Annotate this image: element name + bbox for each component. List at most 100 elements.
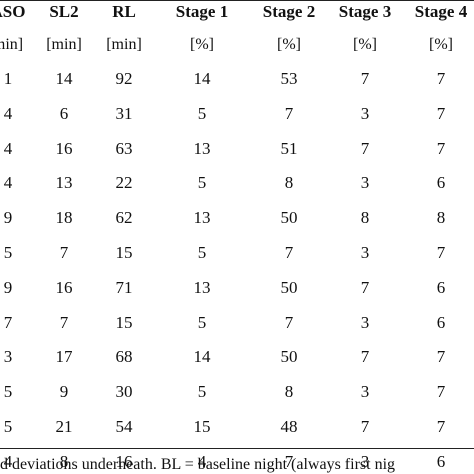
table-cell: 3 (360, 452, 370, 471)
table-cell: 6 (59, 104, 69, 123)
table-cell: 9 (59, 382, 69, 401)
table-cell: 48 (280, 417, 298, 436)
table-cell: 6 (436, 452, 446, 471)
table-cell: 13 (55, 173, 73, 192)
table-cell: 4 (3, 452, 13, 471)
table-cell: 8 (436, 208, 446, 227)
table-cell: 16 (55, 139, 73, 158)
table-cell: 3 (360, 104, 370, 123)
column-unit: [min] (106, 36, 142, 53)
table-cell: 1 (3, 69, 13, 88)
column-unit: [%] (277, 36, 301, 53)
table-cell: 8 (59, 452, 69, 471)
table-cell: 5 (197, 104, 207, 123)
table-cell: 7 (360, 69, 370, 88)
table-cell: 3 (360, 173, 370, 192)
table-cell: 14 (55, 69, 73, 88)
table-cell: 6 (436, 278, 446, 297)
table-bottom-rule (0, 448, 474, 449)
table-cell: 7 (284, 313, 294, 332)
table-cell: 5 (197, 382, 207, 401)
table-cell: 7 (360, 417, 370, 436)
table-cell: 3 (360, 243, 370, 262)
table-footnote: d deviations underneath. BL = baseline n… (0, 456, 396, 473)
table-cell: 5 (197, 313, 207, 332)
table-cell: 51 (280, 139, 298, 158)
table-cell: 7 (436, 417, 446, 436)
table-cell: 16 (55, 278, 73, 297)
table-cell: 15 (115, 243, 133, 262)
table-cell: 92 (115, 69, 133, 88)
column-unit: min] (0, 36, 24, 53)
table-top-rule (0, 0, 474, 1)
table-cell: 68 (115, 347, 133, 366)
table-cell: 7 (436, 347, 446, 366)
table-cell: 50 (280, 347, 298, 366)
table-cell: 5 (197, 173, 207, 192)
table-cell: 7 (3, 313, 13, 332)
column-unit: [min] (46, 36, 82, 53)
table-cell: 4 (3, 173, 13, 192)
table-cell: 18 (55, 208, 73, 227)
table-cell: 7 (284, 243, 294, 262)
table-cell: 30 (115, 382, 133, 401)
table-cell: 5 (197, 243, 207, 262)
table-cell: 71 (115, 278, 133, 297)
column-header: RL (112, 2, 136, 21)
table-cell: 15 (193, 417, 211, 436)
table-cell: 6 (436, 173, 446, 192)
table-cell: 13 (193, 139, 211, 158)
table-cell: 63 (115, 139, 133, 158)
table-cell: 9 (3, 278, 13, 297)
column-header: SL2 (49, 2, 79, 21)
table-cell: 3 (360, 382, 370, 401)
table-cell: 5 (3, 243, 13, 262)
table-cell: 3 (360, 313, 370, 332)
table-cell: 7 (59, 313, 69, 332)
table-cell: 17 (55, 347, 73, 366)
table-cell: 3 (3, 347, 13, 366)
table-cell: 7 (436, 243, 446, 262)
table-cell: 14 (193, 347, 211, 366)
column-header: Stage 1 (175, 2, 229, 21)
column-unit: [%] (429, 36, 453, 53)
table-cell: 50 (280, 278, 298, 297)
column-unit: [%] (190, 36, 214, 53)
table-cell: 14 (193, 69, 211, 88)
table-cell: 8 (284, 382, 294, 401)
table-cell: 8 (284, 173, 294, 192)
table-cell: 7 (59, 243, 69, 262)
column-unit: [%] (353, 36, 377, 53)
table-cell: 7 (436, 69, 446, 88)
table-cell: 7 (360, 278, 370, 297)
table-cell: 16 (115, 452, 133, 471)
table-cell: 31 (115, 104, 133, 123)
table-cell: 5 (3, 417, 13, 436)
column-header: Stage 3 (338, 2, 392, 21)
table-cell: 4 (3, 104, 13, 123)
table-cell: 8 (360, 208, 370, 227)
table-cell: 15 (115, 313, 133, 332)
table-cell: 4 (3, 139, 13, 158)
table-cell: 7 (436, 139, 446, 158)
table-cell: 7 (436, 104, 446, 123)
column-header: ASO (0, 2, 26, 21)
column-header: Stage 2 (262, 2, 316, 21)
table-cell: 13 (193, 208, 211, 227)
table-cell: 7 (360, 139, 370, 158)
table-cell: 4 (197, 452, 207, 471)
table-cell: 22 (115, 173, 133, 192)
table-cell: 5 (3, 382, 13, 401)
column-header: Stage 4 (414, 2, 468, 21)
table-cell: 7 (436, 382, 446, 401)
table-cell: 7 (284, 104, 294, 123)
table-cell: 7 (284, 452, 294, 471)
table-cell: 53 (280, 69, 298, 88)
table-cell: 9 (3, 208, 13, 227)
table-cell: 13 (193, 278, 211, 297)
table-cell: 21 (55, 417, 73, 436)
table-cell: 6 (436, 313, 446, 332)
table-cell: 62 (115, 208, 133, 227)
table-cell: 54 (115, 417, 133, 436)
